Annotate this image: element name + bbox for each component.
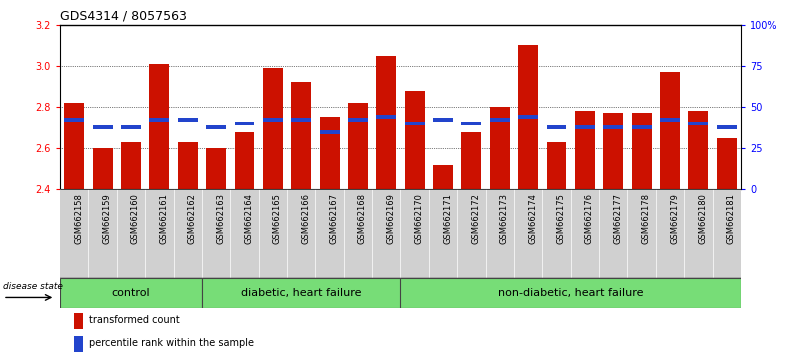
Text: GSM662178: GSM662178 — [642, 193, 650, 244]
Bar — [235, 122, 255, 125]
Bar — [74, 313, 83, 329]
Bar — [461, 132, 481, 189]
Text: GSM662180: GSM662180 — [698, 193, 707, 244]
Text: GSM662162: GSM662162 — [187, 193, 197, 244]
Bar — [121, 142, 141, 189]
Bar — [320, 118, 340, 189]
Text: GSM662166: GSM662166 — [301, 193, 310, 244]
Bar — [603, 125, 623, 129]
Bar — [433, 118, 453, 122]
Bar — [405, 122, 425, 125]
Bar — [376, 56, 396, 189]
Text: GSM662163: GSM662163 — [216, 193, 225, 244]
Text: GSM662173: GSM662173 — [500, 193, 509, 244]
Text: percentile rank within the sample: percentile rank within the sample — [90, 338, 255, 348]
Bar — [60, 278, 202, 308]
Text: GSM662167: GSM662167 — [329, 193, 339, 244]
Text: GSM662164: GSM662164 — [244, 193, 253, 244]
Bar — [660, 118, 680, 122]
Text: GSM662160: GSM662160 — [131, 193, 140, 244]
Bar — [64, 103, 84, 189]
Bar — [292, 82, 311, 189]
Text: transformed count: transformed count — [90, 315, 180, 325]
Text: GSM662174: GSM662174 — [528, 193, 537, 244]
Text: GSM662170: GSM662170 — [415, 193, 424, 244]
Bar — [575, 125, 595, 129]
Bar — [178, 118, 198, 122]
Bar — [121, 125, 141, 129]
Bar — [93, 148, 113, 189]
Bar — [74, 336, 83, 352]
Bar — [178, 142, 198, 189]
Text: GDS4314 / 8057563: GDS4314 / 8057563 — [60, 9, 187, 22]
Text: GSM662159: GSM662159 — [103, 193, 111, 244]
Text: GSM662168: GSM662168 — [358, 193, 367, 244]
Bar — [660, 72, 680, 189]
Bar — [206, 125, 226, 129]
Bar — [688, 122, 708, 125]
Bar — [263, 68, 283, 189]
Bar — [400, 278, 741, 308]
Bar — [320, 130, 340, 133]
Text: GSM662169: GSM662169 — [386, 193, 396, 244]
Bar — [405, 91, 425, 189]
Bar — [575, 111, 595, 189]
Bar — [150, 64, 169, 189]
Bar — [632, 113, 651, 189]
Bar — [461, 122, 481, 125]
Bar — [518, 115, 538, 119]
Bar — [206, 148, 226, 189]
Bar — [376, 115, 396, 119]
Text: diabetic, heart failure: diabetic, heart failure — [241, 288, 361, 298]
Bar — [348, 118, 368, 122]
Bar — [433, 165, 453, 189]
Bar — [518, 45, 538, 189]
Text: GSM662177: GSM662177 — [614, 193, 622, 244]
Bar — [490, 118, 509, 122]
Bar — [235, 132, 255, 189]
Bar — [717, 138, 737, 189]
Text: GSM662179: GSM662179 — [670, 193, 679, 244]
Bar — [292, 118, 311, 122]
Text: GSM662158: GSM662158 — [74, 193, 83, 244]
Text: GSM662175: GSM662175 — [557, 193, 566, 244]
Bar — [546, 142, 566, 189]
Bar — [603, 113, 623, 189]
Text: non-diabetic, heart failure: non-diabetic, heart failure — [498, 288, 643, 298]
Bar — [202, 278, 400, 308]
Bar — [717, 125, 737, 129]
Text: GSM662176: GSM662176 — [585, 193, 594, 244]
Text: GSM662165: GSM662165 — [273, 193, 282, 244]
Bar — [348, 103, 368, 189]
Bar — [93, 125, 113, 129]
Text: GSM662172: GSM662172 — [472, 193, 481, 244]
Text: GSM662181: GSM662181 — [727, 193, 736, 244]
Bar — [688, 111, 708, 189]
Bar — [490, 107, 509, 189]
Bar — [263, 118, 283, 122]
Text: control: control — [111, 288, 151, 298]
Bar — [64, 118, 84, 122]
Text: GSM662171: GSM662171 — [443, 193, 452, 244]
Text: GSM662161: GSM662161 — [159, 193, 168, 244]
Text: disease state: disease state — [3, 282, 63, 291]
Bar — [632, 125, 651, 129]
Bar — [150, 118, 169, 122]
Bar — [546, 125, 566, 129]
